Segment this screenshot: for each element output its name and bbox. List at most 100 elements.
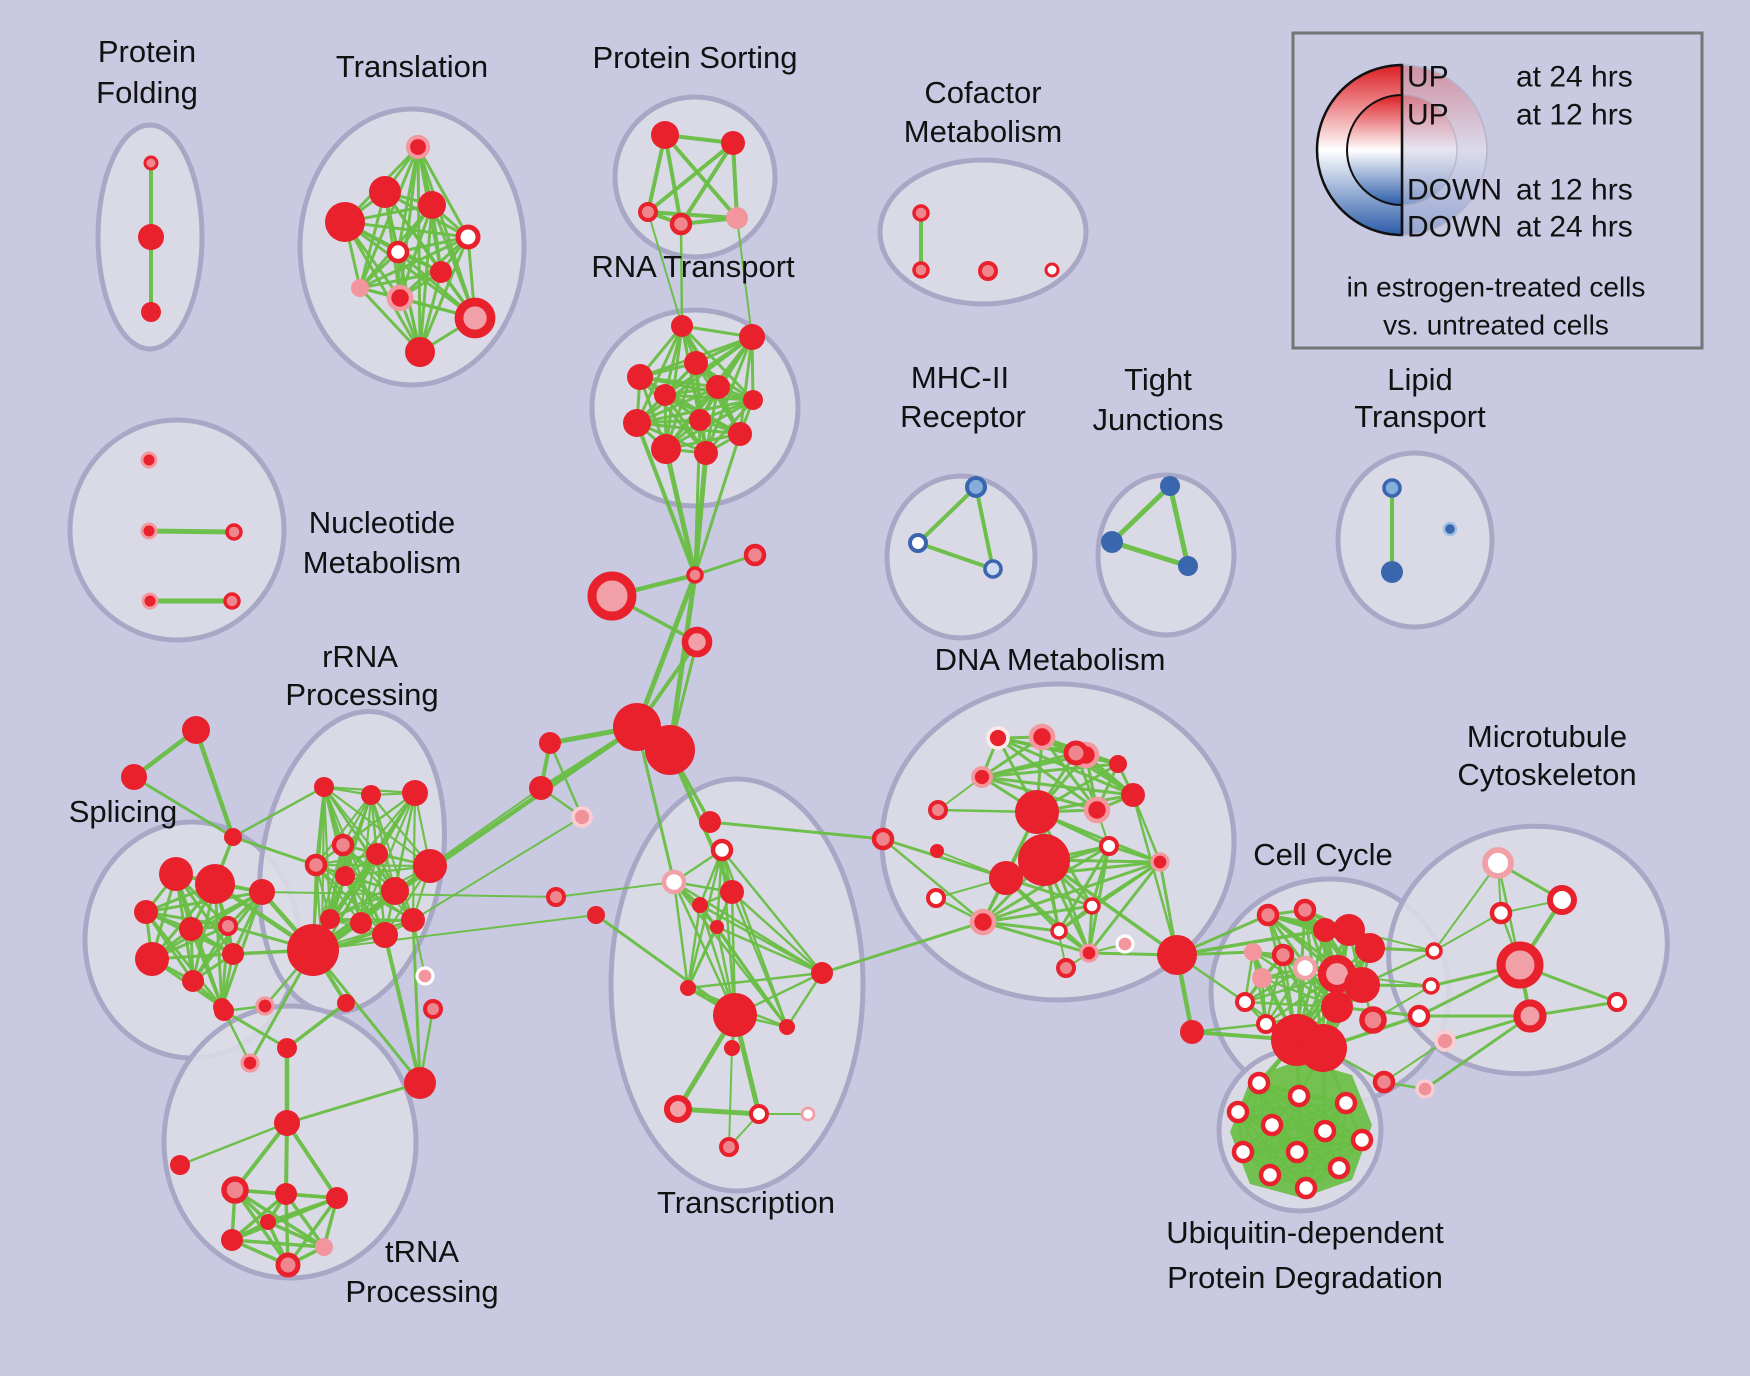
node-cl2 [529,776,553,800]
node-sp6 [218,916,238,936]
node-cs [1180,1020,1204,1044]
node-c16 [1372,1070,1396,1094]
node-x9 [779,1019,795,1035]
node-rr7 [413,849,447,883]
node-ch [1157,935,1197,975]
node-c5 [1355,933,1385,963]
edge [731,141,739,220]
cluster-label-protein-sorting: Protein Sorting [592,40,797,75]
node-b2 [1287,1084,1311,1108]
edge [1264,953,1285,1026]
edge [1131,793,1179,957]
node-x7 [680,980,696,996]
node-sp4 [134,900,158,924]
edge [343,220,422,354]
edge [715,925,789,1029]
node-d15 [1083,897,1101,915]
cluster-label-ubiquitin-degradation: Ubiquitin-dependent [1166,1215,1444,1250]
edge [635,421,697,577]
edge [1383,1040,1446,1083]
node-x8 [811,962,833,984]
node-tj3 [1178,556,1198,576]
node-d13 [926,888,946,908]
cluster-label-cofactor-metabolism: Cofactor [924,75,1041,110]
edge [1057,844,1111,933]
node-mh1 [964,475,988,499]
node-t11 [405,337,435,367]
node-d2 [1028,723,1056,751]
node-t9 [386,284,414,312]
node-x10 [724,1040,740,1056]
cluster-label-translation: Translation [336,49,488,84]
node-rt11 [651,434,681,464]
edge [358,190,387,290]
edge [698,903,824,975]
edge [418,235,470,354]
edge [974,485,995,571]
edge [144,890,264,914]
node-rt9 [689,409,711,431]
node-cm1 [912,204,930,222]
cluster-label-ubiquitin-degradation: Protein Degradation [1167,1260,1443,1295]
node-c13 [1256,1014,1276,1034]
node-t3 [418,191,446,219]
edge [981,860,1162,924]
cluster-label-mhc2-receptor: MHC-II [911,360,1009,395]
node-nm2 [140,522,158,540]
node-ps5 [726,207,748,229]
node-rr10 [320,909,340,929]
cluster-ellipse-cofactor-metabolism [877,157,1089,307]
node-x14 [719,1137,739,1157]
node-sp7 [135,942,169,976]
node-b9 [1285,1140,1309,1164]
node-c17 [1415,1079,1435,1099]
node-sp2 [195,864,235,904]
node-rr11 [350,912,372,934]
cluster-ellipse-protein-sorting [612,94,778,260]
node-lt3 [1442,521,1458,537]
edge [416,145,422,354]
node-m4 [1513,999,1547,1033]
cluster-ellipse-tight-junctions [1095,472,1237,638]
node-u7 [260,1214,276,1230]
node-x2 [661,869,687,895]
node-sp5 [179,917,203,941]
edge [343,220,477,320]
edge [980,751,1078,779]
edge [708,820,885,841]
node-d12 [1150,852,1170,872]
node-rr4 [331,833,355,857]
node-ps1 [651,121,679,149]
cluster-label-tight-junctions: Junctions [1093,402,1224,437]
edge [1109,483,1173,545]
edge [311,948,422,1085]
edge [730,890,824,975]
node-b10 [1327,1156,1351,1180]
cluster-label-cofactor-metabolism: Metabolism [904,114,1063,149]
node-t5 [455,224,481,250]
node-m2 [1547,885,1577,915]
edge [343,220,470,239]
edge [285,1001,348,1050]
node-spt2 [121,764,147,790]
node-d4 [971,766,993,788]
node-x5 [587,906,605,924]
edge [555,881,675,898]
edge [634,572,698,730]
edge [1109,539,1191,569]
node-m5 [1607,992,1627,1012]
node-ti [170,1155,190,1175]
node-d19 [1056,958,1076,978]
cluster-label-transcription: Transcription [657,1185,835,1220]
node-pf2 [138,224,164,250]
node-ct1 [699,811,721,833]
node-ps3 [638,202,658,222]
edge [638,375,755,402]
edge [663,133,739,220]
edge [412,816,583,921]
node-u2 [275,1183,297,1205]
node-db1 [1015,790,1059,834]
node-spt1 [182,716,210,744]
edge [261,891,557,898]
edge [881,837,1008,880]
